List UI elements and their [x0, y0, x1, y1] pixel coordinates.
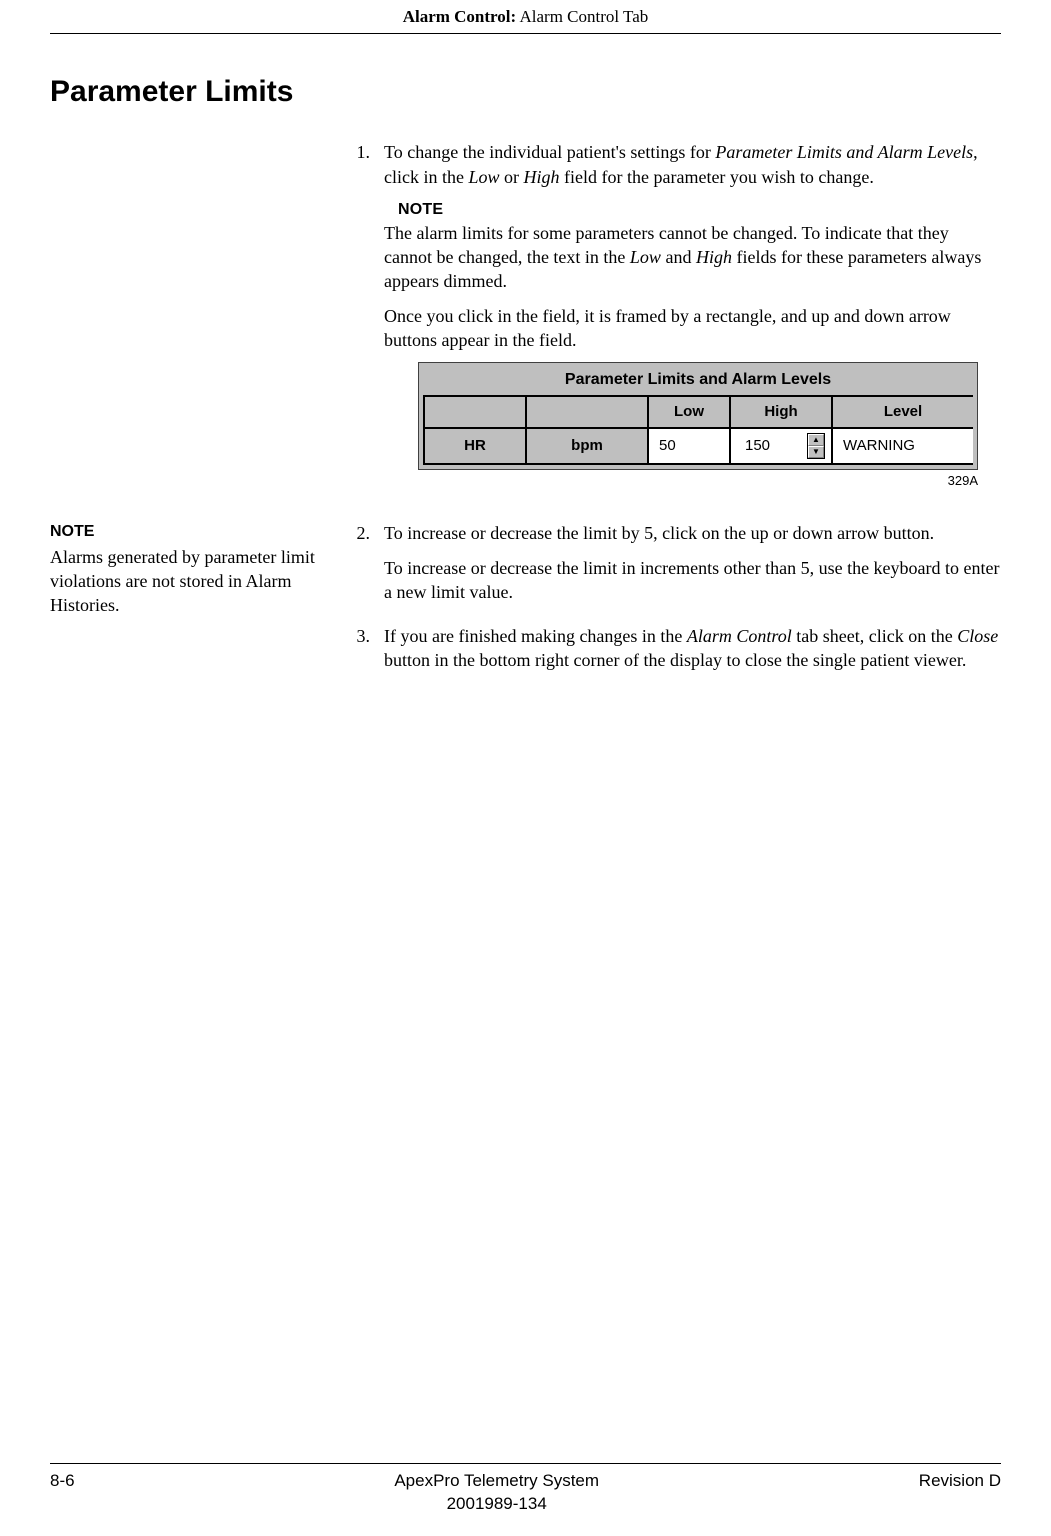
step-1: 1. To change the individual patient's se…	[350, 140, 1001, 493]
running-header: Alarm Control: Alarm Control Tab	[50, 0, 1001, 34]
col-header-blank1	[425, 397, 525, 427]
step-2-p2: To increase or decrease the limit in inc…	[384, 556, 1001, 605]
footer-mid-1: ApexPro Telemetry System	[75, 1470, 919, 1493]
step-3: 3. If you are finished making changes in…	[350, 624, 1001, 683]
col-header-blank2	[527, 397, 647, 427]
high-field[interactable]: 150 ▲ ▼	[731, 429, 831, 463]
level-field[interactable]: WARNING	[833, 429, 973, 463]
figure-id: 329A	[418, 472, 978, 490]
side-note-label: NOTE	[50, 521, 330, 543]
row-unit: bpm	[527, 429, 647, 463]
step-2: 2. To increase or decrease the limit by …	[350, 521, 1001, 614]
side-note-body: Alarms generated by parameter limit viol…	[50, 545, 330, 618]
note-label: NOTE	[398, 199, 1001, 221]
step-3-text: If you are finished making changes in th…	[384, 624, 1001, 673]
step-1-text: To change the individual patient's setti…	[384, 140, 1001, 189]
ui-caption: Parameter Limits and Alarm Levels	[423, 367, 973, 395]
col-header-low: Low	[649, 397, 729, 427]
step-2-p1: To increase or decrease the limit by 5, …	[384, 521, 1001, 545]
arrow-up-button[interactable]: ▲	[808, 434, 824, 446]
row-param: HR	[425, 429, 525, 463]
footer-mid-2: 2001989-134	[75, 1493, 919, 1516]
low-field[interactable]: 50	[649, 429, 729, 463]
page-footer: 8-6 ApexPro Telemetry System 2001989-134…	[50, 1463, 1001, 1516]
page-title: Parameter Limits	[50, 72, 1001, 113]
high-value: 150	[741, 436, 803, 456]
note-1-body: The alarm limits for some parameters can…	[384, 221, 1001, 294]
margin-note: NOTE Alarms generated by parameter limit…	[50, 521, 330, 617]
spinner-buttons: ▲ ▼	[807, 433, 825, 459]
header-bold: Alarm Control:	[403, 7, 516, 26]
col-header-high: High	[731, 397, 831, 427]
header-rest: Alarm Control Tab	[516, 7, 648, 26]
step-number: 2.	[350, 521, 370, 614]
parameter-limits-table: Low High Level HR bpm 50 150	[423, 395, 973, 465]
step-number: 1.	[350, 140, 370, 493]
after-note-text: Once you click in the field, it is frame…	[384, 304, 1001, 353]
footer-left: 8-6	[50, 1470, 75, 1493]
parameter-limits-figure: Parameter Limits and Alarm Levels Low Hi…	[418, 362, 978, 489]
step-number: 3.	[350, 624, 370, 683]
arrow-down-button[interactable]: ▼	[808, 446, 824, 458]
col-header-level: Level	[833, 397, 973, 427]
footer-right: Revision D	[919, 1470, 1001, 1493]
